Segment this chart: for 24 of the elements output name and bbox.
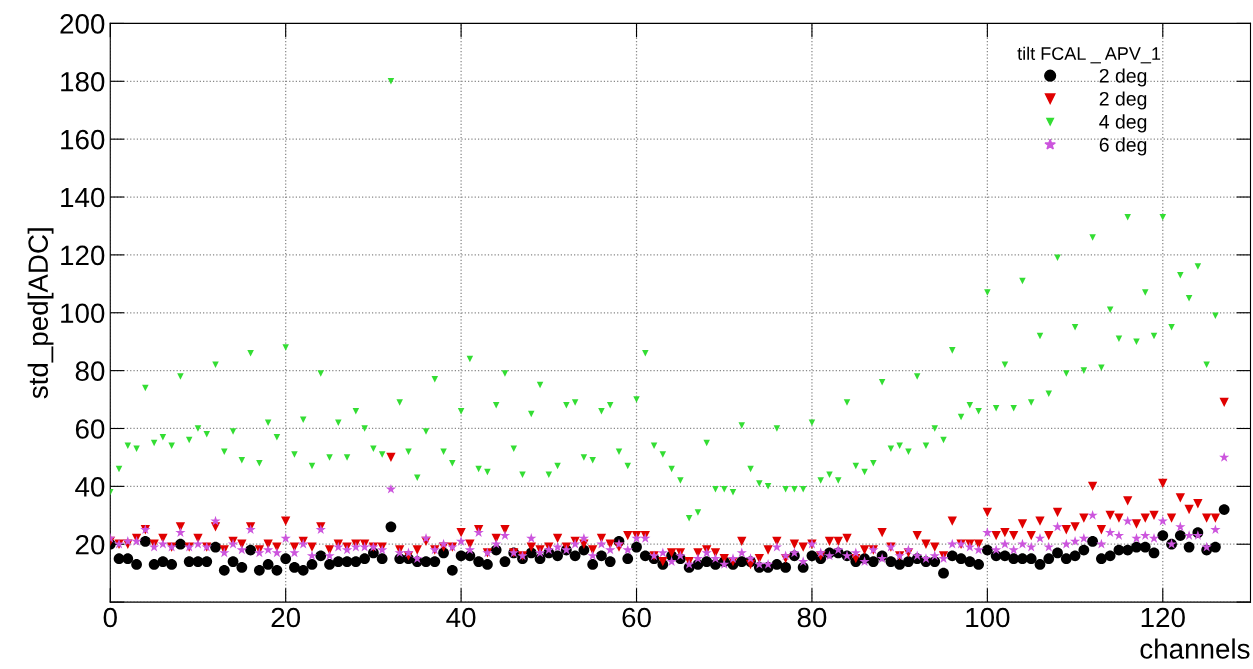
y-tick-label: 200 xyxy=(60,14,105,34)
y-tick-label: 120 xyxy=(61,245,105,266)
x-tick-label: 100 xyxy=(966,607,1010,628)
legend-label: 6 deg xyxy=(1099,137,1147,156)
legend-label: 4 deg xyxy=(1099,114,1147,133)
x-tick-label: 40 xyxy=(446,607,476,628)
legend-title: tilt FCAL _ APV_1 xyxy=(1017,46,1161,64)
x-tick-label: 60 xyxy=(622,607,651,628)
x-tick-label: 80 xyxy=(797,607,827,628)
y-tick-label: 160 xyxy=(61,129,105,150)
y-tick-label: 80 xyxy=(75,361,105,381)
legend-label: 2 deg xyxy=(1099,68,1147,87)
y-tick-label: 100 xyxy=(61,303,105,324)
x-tick-label: 0 xyxy=(103,607,117,628)
y-tick-label: 40 xyxy=(75,477,105,497)
y-tick-label: 180 xyxy=(61,71,105,92)
y-tick-label: 60 xyxy=(75,419,105,439)
x-tick-label: 20 xyxy=(271,607,301,628)
x-axis-title: channels xyxy=(1140,638,1250,659)
legend-label: 2 deg xyxy=(1099,91,1147,110)
y-tick-label: 140 xyxy=(61,187,105,208)
y-axis-title: std_ped[ADC] xyxy=(27,228,54,399)
x-tick-label: 120 xyxy=(1141,607,1185,628)
y-tick-label: 20 xyxy=(75,534,105,555)
